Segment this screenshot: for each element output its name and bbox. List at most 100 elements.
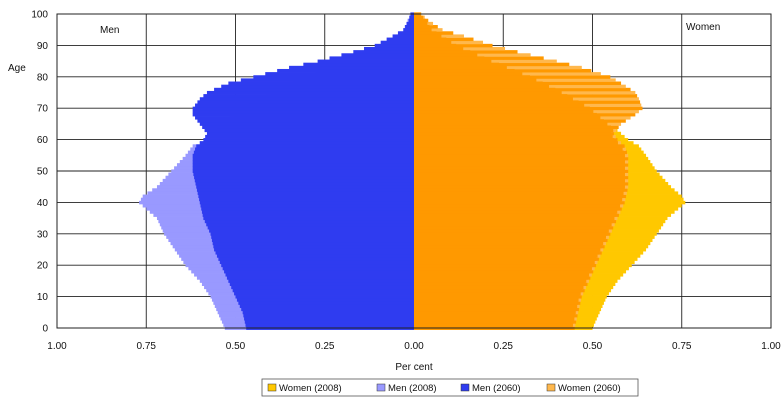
bar-women-core-age bbox=[414, 244, 602, 249]
x-tick-label: 0.75 bbox=[672, 341, 692, 352]
bar-women-core-age bbox=[414, 307, 577, 312]
bar-men-2060-age bbox=[406, 21, 414, 26]
bar-men-2060-age bbox=[201, 207, 414, 211]
bar-men-2060-age bbox=[195, 182, 414, 186]
bar-men-2060-age bbox=[245, 323, 414, 327]
bar-men-2060-age bbox=[253, 75, 414, 79]
x-tick-label: 1.00 bbox=[47, 341, 67, 352]
bar-women-core-age bbox=[414, 222, 612, 227]
bar-women-core-age bbox=[414, 65, 507, 70]
bar-women-core-age bbox=[414, 43, 457, 48]
bar-women-core-age bbox=[414, 238, 605, 243]
legend-box bbox=[261, 378, 639, 397]
bar-women-core-age bbox=[414, 182, 625, 186]
bar-men-2060-age bbox=[192, 106, 414, 111]
bar-women-core-age bbox=[414, 235, 606, 239]
bar-women-core-age bbox=[414, 285, 584, 290]
bar-women-core-age bbox=[414, 200, 622, 205]
bar-men-2060-age bbox=[198, 194, 414, 199]
bar-women-core-age bbox=[414, 185, 625, 189]
bar-men-2060-age bbox=[199, 141, 414, 145]
bar-women-core-age bbox=[414, 160, 625, 164]
bar-women-core-age bbox=[414, 116, 601, 120]
bar-women-core-age bbox=[414, 298, 579, 302]
bar-men-2060-age bbox=[207, 225, 414, 230]
bar-women-core-age bbox=[414, 210, 618, 214]
bar-women-core-age bbox=[414, 216, 615, 221]
bar-women-core-age bbox=[414, 276, 588, 280]
bar-women-core-age bbox=[414, 207, 619, 211]
bar-women-core-age bbox=[414, 112, 597, 117]
x-tick-label: 0.25 bbox=[315, 341, 335, 352]
bar-women-core-age bbox=[414, 106, 590, 111]
bar-men-2060-age bbox=[214, 247, 414, 252]
x-tick-label: 0.25 bbox=[494, 341, 514, 352]
bar-women-core-age bbox=[414, 317, 575, 321]
bar-men-2060-age bbox=[219, 260, 414, 265]
bar-men-2060-age bbox=[238, 301, 414, 305]
legend: Women (2008) Men (2008) Men (2060) Women (2… bbox=[261, 378, 639, 397]
bar-men-2060-age bbox=[243, 313, 414, 318]
bar-women-core-age bbox=[414, 188, 625, 192]
y-tick-label: 40 bbox=[37, 198, 49, 209]
bar-women-core-age bbox=[414, 153, 625, 158]
bar-women-core-age bbox=[414, 166, 625, 170]
bar-men-2060-age bbox=[386, 37, 414, 42]
bar-men-2060-age bbox=[205, 134, 414, 139]
bar-men-2060-age bbox=[195, 147, 414, 151]
bar-men-2060-age bbox=[341, 53, 414, 57]
bar-women-core-age bbox=[414, 50, 471, 54]
bar-men-2060-age bbox=[213, 244, 414, 249]
bar-men-2060-age bbox=[317, 59, 414, 64]
bar-men-2060-age bbox=[403, 28, 414, 32]
bar-women-core-age bbox=[414, 125, 611, 129]
bar-men-2060-age bbox=[234, 291, 414, 296]
y-tick-label: 80 bbox=[37, 72, 49, 83]
bar-women-core-age bbox=[414, 263, 594, 268]
bar-women-core-age bbox=[414, 128, 614, 133]
bar-men-2060-age bbox=[197, 100, 414, 104]
y-tick-label: 60 bbox=[37, 135, 49, 146]
bar-men-2060-age bbox=[193, 150, 414, 155]
bar-women-core-age bbox=[414, 56, 485, 60]
bar-women-core-age bbox=[414, 59, 492, 64]
bar-women-core-age bbox=[414, 75, 531, 79]
series-women-core bbox=[414, 12, 625, 330]
bar-women-core-age bbox=[414, 269, 591, 274]
bar-men-2060-age bbox=[244, 317, 414, 321]
y-tick-label: 10 bbox=[37, 292, 49, 303]
bar-men-2060-age bbox=[192, 112, 414, 117]
bar-men-2060-age bbox=[199, 97, 414, 101]
y-tick-label: 100 bbox=[31, 10, 48, 21]
bar-men-2060-age bbox=[353, 50, 414, 54]
bar-men-2060-age bbox=[192, 169, 414, 173]
bar-men-2060-age bbox=[206, 131, 414, 136]
bar-women-core-age bbox=[414, 291, 581, 296]
x-tick-label: 0.50 bbox=[583, 341, 603, 352]
bar-women-core-age bbox=[414, 100, 579, 104]
bar-women-core-age bbox=[414, 119, 604, 123]
bar-men-2060-age bbox=[218, 257, 414, 261]
series-men-2060 bbox=[192, 12, 414, 330]
x-tick-label: 0.00 bbox=[404, 341, 424, 352]
bar-men-2060-age bbox=[199, 197, 414, 202]
bar-men-2060-age bbox=[192, 156, 414, 161]
bar-women-core-age bbox=[414, 260, 595, 265]
bar-women-core-age bbox=[414, 175, 625, 180]
bar-women-core-age bbox=[414, 232, 608, 236]
bar-men-2060-age bbox=[192, 163, 414, 167]
bar-women-core-age bbox=[414, 172, 625, 177]
plot-frame bbox=[56, 13, 772, 329]
bar-men-2060-age bbox=[214, 87, 414, 92]
bar-men-2060-age bbox=[380, 40, 414, 45]
bar-men-2060-age bbox=[197, 119, 414, 123]
bar-men-2060-age bbox=[195, 116, 414, 120]
bar-women-core-age bbox=[414, 31, 437, 35]
x-tick-labels: 1.00 0.75 0.50 0.25 0.00 0.25 0.50 0.75 1.00 bbox=[47, 341, 781, 352]
bar-men-2060-age bbox=[194, 175, 414, 180]
bar-men-2060-age bbox=[239, 304, 414, 308]
bar-women-core-age bbox=[414, 225, 611, 230]
bar-men-2060-age bbox=[303, 62, 414, 67]
bar-women-core-age bbox=[414, 241, 604, 246]
bar-women-core-age bbox=[414, 163, 625, 167]
